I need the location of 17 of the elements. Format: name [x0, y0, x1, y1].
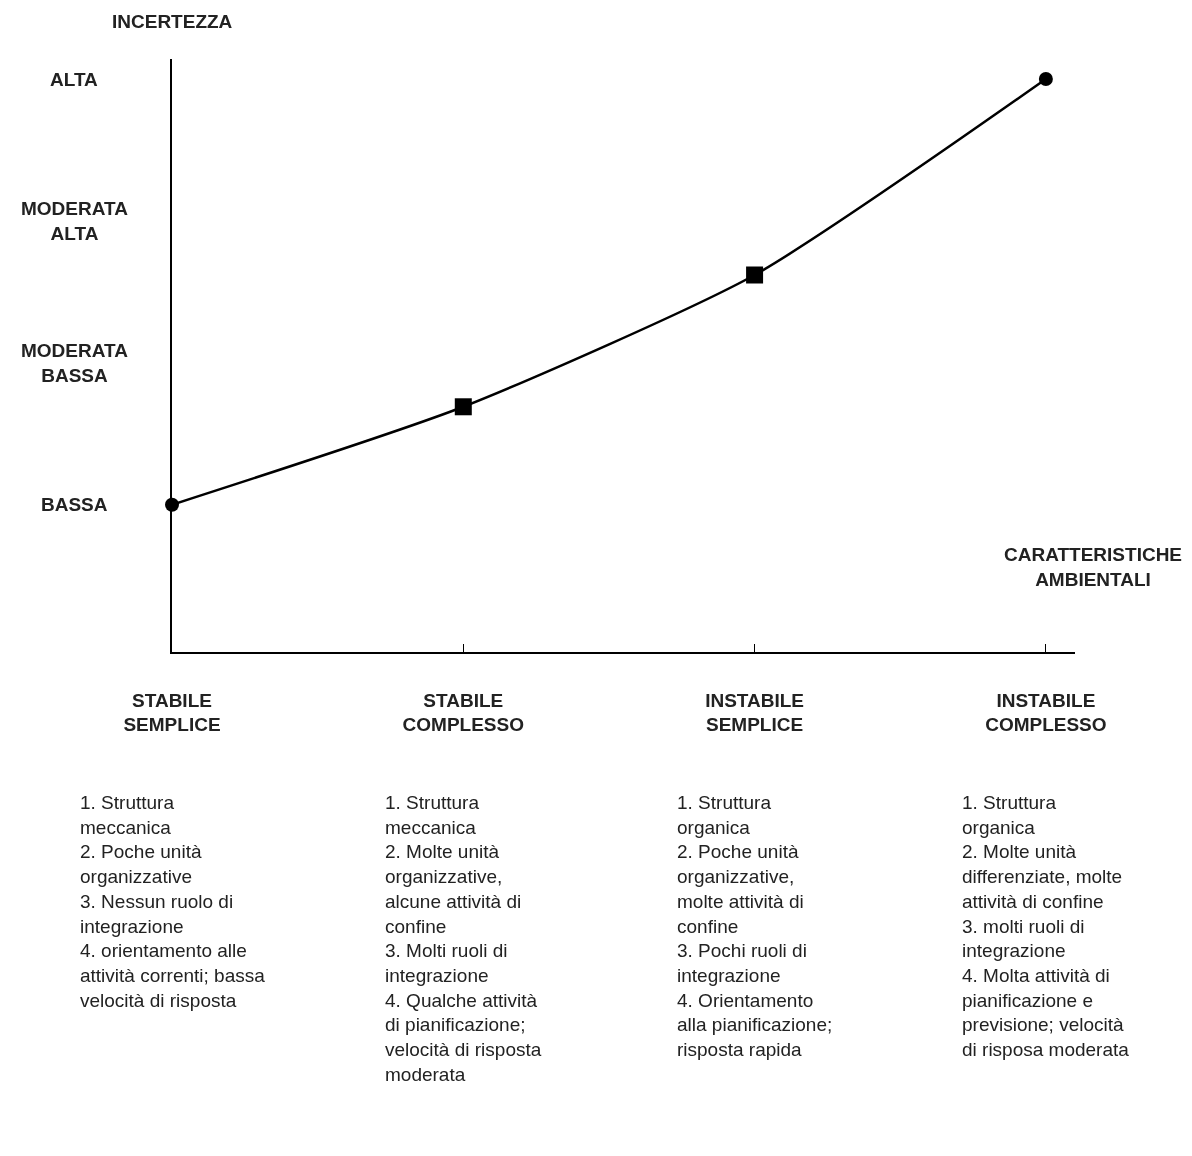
text: 1. Struttura meccanica 2. Poche unità organizzative 3. Nessun ruolo di integrazione 4. orientamento alle attività correnti; bassa velocità di risposta — [80, 792, 265, 1011]
x-tick-label: STABILE SEMPLICE — [123, 689, 221, 736]
text: 1. Struttura organica 2. Molte unità differenziate, molte attività di confine 3. molti ruoli di integrazione 4. Molta attività di pianificazione e previsione; velocità di risposa moderata — [962, 792, 1129, 1060]
x-tick-label: INSTABILE COMPLESSO — [985, 689, 1107, 736]
x-tick-label: INSTABILE SEMPLICE — [705, 689, 805, 736]
text: MODERATA ALTA — [21, 198, 129, 244]
x-axis-title: CARATTERISTICHE AMBIENTALI — [1004, 544, 1183, 590]
text: MODERATA BASSA — [21, 340, 129, 386]
text: 1. Struttura organica 2. Poche unità organizzative, molte attività di confine 3. Pochi ruoli di integrazione 4. Orientamento alla pianificazione; risposta rapida — [677, 792, 833, 1060]
text: BASSA — [41, 494, 108, 515]
point — [1038, 72, 1053, 87]
point — [454, 398, 472, 416]
text: 1. Struttura meccanica 2. Molte unità organizzative, alcune attività di confine 3. Molti ruoli di integrazione 4. Qualche attività di pianificazione; velocità di risposta moderata — [385, 792, 542, 1085]
point — [746, 266, 764, 284]
y-axis-title: INCERTEZZA — [112, 11, 233, 32]
x-tick-label: STABILE COMPLESSO — [402, 689, 524, 736]
text: ALTA — [50, 69, 99, 90]
